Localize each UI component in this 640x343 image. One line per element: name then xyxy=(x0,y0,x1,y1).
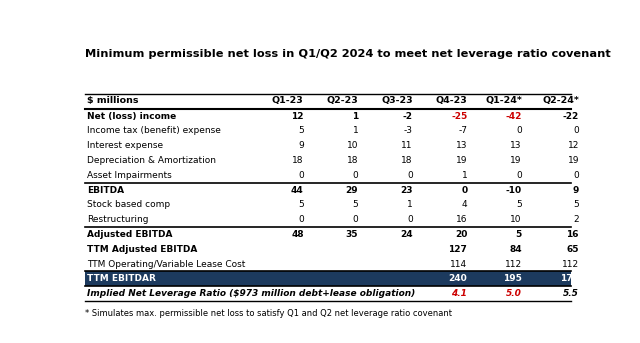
Text: 5: 5 xyxy=(298,127,304,135)
Text: Minimum permissible net loss in Q1/Q2 2024 to meet net leverage ratio covenant: Minimum permissible net loss in Q1/Q2 20… xyxy=(85,49,611,59)
Text: 35: 35 xyxy=(346,230,358,239)
Text: 112: 112 xyxy=(505,260,522,269)
Text: 20: 20 xyxy=(455,230,467,239)
Text: 2: 2 xyxy=(573,215,579,224)
Text: 0: 0 xyxy=(353,171,358,180)
Text: Restructuring: Restructuring xyxy=(87,215,148,224)
Text: 195: 195 xyxy=(503,274,522,283)
Text: Asset Impairments: Asset Impairments xyxy=(87,171,172,180)
Text: 5: 5 xyxy=(353,200,358,210)
Text: -7: -7 xyxy=(458,127,467,135)
Text: 114: 114 xyxy=(451,260,467,269)
Text: 0: 0 xyxy=(298,171,304,180)
Text: EBITDA: EBITDA xyxy=(87,186,124,194)
Text: 5: 5 xyxy=(573,200,579,210)
Text: 5: 5 xyxy=(298,200,304,210)
Text: 11: 11 xyxy=(401,141,413,150)
Text: 0: 0 xyxy=(516,127,522,135)
Text: 18: 18 xyxy=(292,156,304,165)
Text: 0: 0 xyxy=(461,186,467,194)
Text: Interest expense: Interest expense xyxy=(87,141,163,150)
Text: 13: 13 xyxy=(511,141,522,150)
Text: Q1-24*: Q1-24* xyxy=(485,96,522,105)
Text: 19: 19 xyxy=(511,156,522,165)
Text: 10: 10 xyxy=(347,141,358,150)
Text: 1: 1 xyxy=(461,171,467,180)
Text: 12: 12 xyxy=(568,141,579,150)
Text: -10: -10 xyxy=(506,186,522,194)
Text: Implied Net Leverage Ratio ($973 million debt+lease obligation): Implied Net Leverage Ratio ($973 million… xyxy=(87,289,415,298)
Text: 19: 19 xyxy=(568,156,579,165)
Text: 44: 44 xyxy=(291,186,304,194)
Bar xyxy=(85,271,571,286)
Text: 240: 240 xyxy=(449,274,467,283)
Text: 4.1: 4.1 xyxy=(451,289,467,298)
Text: 0: 0 xyxy=(407,171,413,180)
Text: 0: 0 xyxy=(298,215,304,224)
Text: Q2-23: Q2-23 xyxy=(326,96,358,105)
Text: 1: 1 xyxy=(353,127,358,135)
Text: 0: 0 xyxy=(516,171,522,180)
Text: Q2-24*: Q2-24* xyxy=(542,96,579,105)
Text: 10: 10 xyxy=(511,215,522,224)
Text: 16: 16 xyxy=(566,230,579,239)
Text: Q1-23: Q1-23 xyxy=(272,96,304,105)
Text: 127: 127 xyxy=(449,245,467,254)
Text: 9: 9 xyxy=(573,186,579,194)
Text: 48: 48 xyxy=(291,230,304,239)
Text: -25: -25 xyxy=(451,112,467,121)
Text: 5: 5 xyxy=(516,230,522,239)
Text: 0: 0 xyxy=(353,215,358,224)
Text: 19: 19 xyxy=(456,156,467,165)
Text: TTM Adjusted EBITDA: TTM Adjusted EBITDA xyxy=(87,245,197,254)
Text: Adjusted EBITDA: Adjusted EBITDA xyxy=(87,230,172,239)
Text: TTM EBITDAR: TTM EBITDAR xyxy=(87,274,156,283)
Text: 177: 177 xyxy=(560,274,579,283)
Text: 5: 5 xyxy=(516,200,522,210)
Text: 0: 0 xyxy=(573,171,579,180)
Text: Net (loss) income: Net (loss) income xyxy=(87,112,176,121)
Text: 1: 1 xyxy=(352,112,358,121)
Text: 4: 4 xyxy=(461,200,467,210)
Text: * Simulates max. permissible net loss to satisfy Q1 and Q2 net leverage ratio co: * Simulates max. permissible net loss to… xyxy=(85,309,452,318)
Text: Depreciation & Amortization: Depreciation & Amortization xyxy=(87,156,216,165)
Text: 5.5: 5.5 xyxy=(563,289,579,298)
Text: Stock based comp: Stock based comp xyxy=(87,200,170,210)
Text: 29: 29 xyxy=(346,186,358,194)
Text: 24: 24 xyxy=(400,230,413,239)
Text: 18: 18 xyxy=(401,156,413,165)
Text: Q4-23: Q4-23 xyxy=(436,96,467,105)
Text: -42: -42 xyxy=(506,112,522,121)
Text: TTM Operating/Variable Lease Cost: TTM Operating/Variable Lease Cost xyxy=(87,260,245,269)
Text: 23: 23 xyxy=(400,186,413,194)
Text: -22: -22 xyxy=(563,112,579,121)
Text: Income tax (benefit) expense: Income tax (benefit) expense xyxy=(87,127,221,135)
Text: 1: 1 xyxy=(407,200,413,210)
Text: $ millions: $ millions xyxy=(87,96,138,105)
Text: 112: 112 xyxy=(562,260,579,269)
Text: -3: -3 xyxy=(404,127,413,135)
Text: 9: 9 xyxy=(298,141,304,150)
Text: 84: 84 xyxy=(509,245,522,254)
Text: 0: 0 xyxy=(573,127,579,135)
Text: 65: 65 xyxy=(566,245,579,254)
Text: 16: 16 xyxy=(456,215,467,224)
Text: 18: 18 xyxy=(347,156,358,165)
Text: 12: 12 xyxy=(291,112,304,121)
Text: Q3-23: Q3-23 xyxy=(381,96,413,105)
Text: -2: -2 xyxy=(403,112,413,121)
Text: 5.0: 5.0 xyxy=(506,289,522,298)
Text: 0: 0 xyxy=(407,215,413,224)
Text: 13: 13 xyxy=(456,141,467,150)
